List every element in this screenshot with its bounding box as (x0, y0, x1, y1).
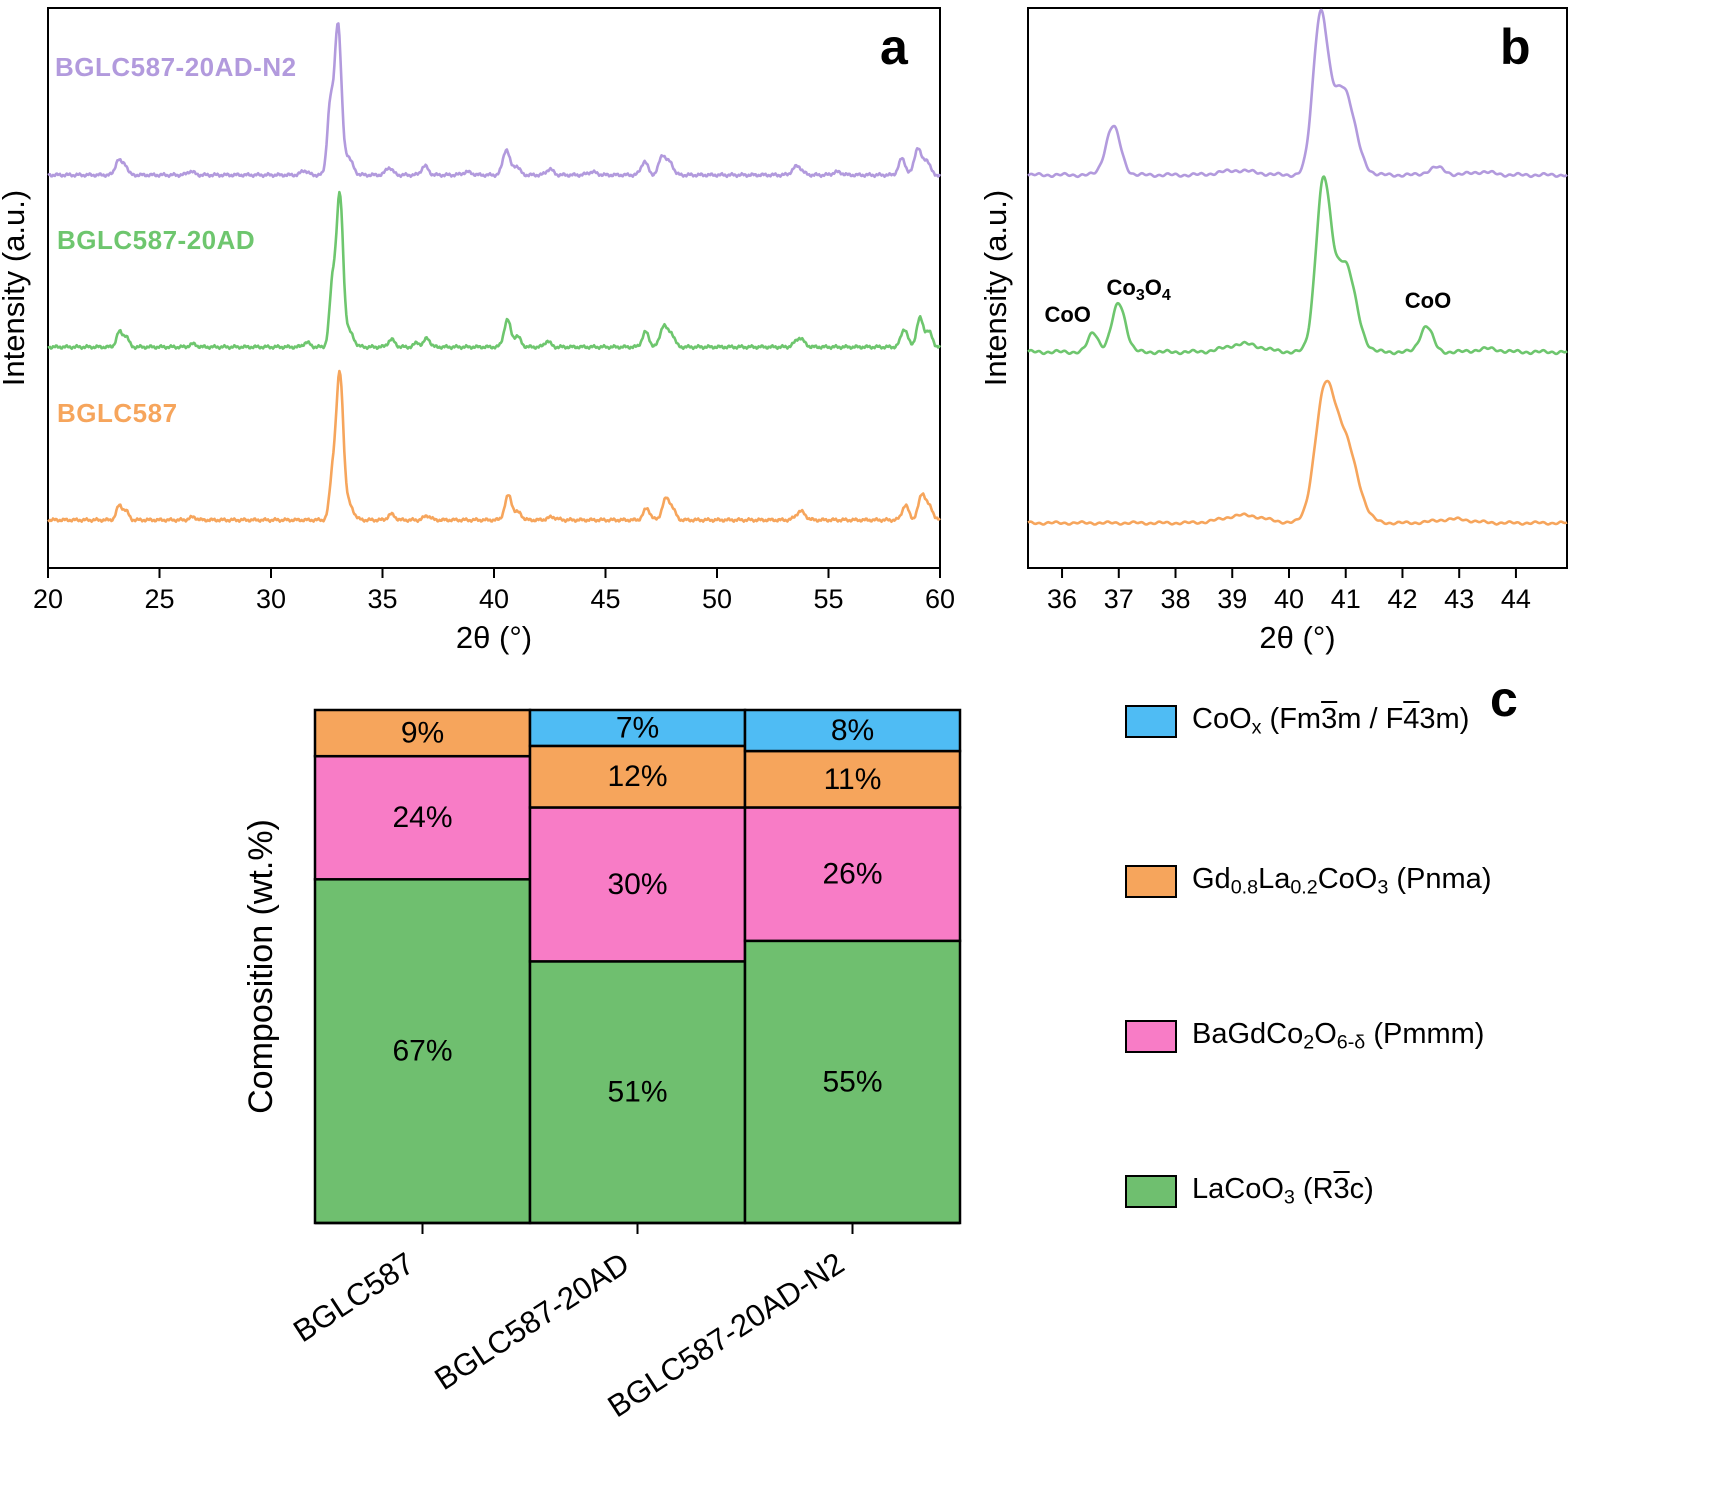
bar-segment-label: 24% (392, 801, 452, 834)
bar-segment (313, 754, 532, 881)
bar-segment-label: 11% (824, 763, 882, 796)
x-tick-label: 38 (1160, 584, 1190, 614)
legend-entry-lacoo3: LaCoO3 (R3c) (1125, 1173, 1374, 1210)
panel-letter-c: c (1490, 671, 1518, 727)
x-tick-label: 39 (1217, 584, 1247, 614)
bar-segment-label: 9% (401, 717, 444, 750)
trace-bglc587-20ad (47, 190, 942, 351)
trace-label-bglc587-20ad: BGLC587-20AD (57, 225, 256, 255)
bar-segment (528, 708, 747, 748)
peak-annotation: CoO (1405, 288, 1451, 313)
x-tick-label: 37 (1104, 584, 1134, 614)
bar-segment-label: 26% (822, 858, 882, 891)
x-tick-label: 30 (256, 584, 286, 614)
bar-segment-label: 7% (616, 711, 659, 744)
legend-entry-gdlacoo3: Gd0.8La0.2CoO3 (Pnma) (1125, 863, 1491, 900)
x-tick-label: 50 (702, 584, 732, 614)
trace-bglc587 (1027, 379, 1568, 526)
x-tick-label: 60 (925, 584, 955, 614)
x-axis-label: 2θ (°) (1259, 620, 1335, 655)
x-tick-label: 40 (1274, 584, 1304, 614)
bar-segment-label: 8% (831, 714, 874, 747)
bar-segment-label: 67% (392, 1035, 452, 1068)
x-axis-label: 2θ (°) (456, 620, 532, 655)
x-tick-label: 25 (144, 584, 174, 614)
c-y-axis-label: Composition (wt.%) (242, 819, 280, 1114)
panel-c-plot: 67% 24% 9% BGLC587 51% 30% 12% 7% BGLC587-20AD 55… (242, 708, 962, 1425)
legend-label-gdlacoo3: Gd0.8La0.2CoO3 (Pnma) (1192, 863, 1492, 899)
trace-bglc587-20ad-n2 (1027, 8, 1568, 179)
bar-category-label: BGLC587 (287, 1246, 420, 1350)
legend-entry-coox: CoOx (Fm3m / F43m) (1125, 703, 1469, 740)
bar-segment (743, 806, 962, 943)
bar-segment (528, 806, 747, 963)
panel-letter-a: a (880, 19, 908, 75)
x-tick-label: 36 (1047, 584, 1077, 614)
panel-b-plot: 36 37 38 39 40 41 42 43 44 2θ (°) Intensity (a.u.)… (978, 7, 1568, 655)
bar-segment-label: 30% (607, 868, 667, 901)
bar-segment-label: 55% (822, 1065, 882, 1098)
x-tick-label: 45 (590, 584, 620, 614)
x-tick-label: 35 (367, 584, 397, 614)
legend-swatch-lacoo3 (1125, 1174, 1177, 1208)
x-tick-label: 20 (33, 584, 63, 614)
x-tick-label: 42 (1387, 584, 1417, 614)
x-tick-label: 40 (479, 584, 509, 614)
panel-a-plot: 20 25 30 35 40 45 50 55 60 2θ (°) Intensity (a.u.) (0, 7, 955, 655)
bar-category-label: BGLC587-20AD (428, 1246, 635, 1397)
plot-frame (1027, 7, 1568, 569)
bar-segment (313, 708, 532, 758)
x-tick-label: 41 (1331, 584, 1361, 614)
legend-swatch-gdlacoo3 (1125, 864, 1177, 898)
trace-bglc587 (47, 369, 941, 523)
x-tick-label: 44 (1501, 584, 1531, 614)
plot-frame (47, 7, 941, 569)
bar-segment (743, 708, 962, 753)
bar-segment-label: 51% (607, 1076, 667, 1109)
trace-label-bglc587-20ad-n2: BGLC587-20AD-N2 (55, 52, 297, 82)
x-tick-label: 43 (1444, 584, 1474, 614)
trace-bglc587-20ad (1027, 175, 1568, 356)
panel-letter-b: b (1500, 19, 1531, 75)
peak-annotation: CoO (1044, 302, 1090, 327)
y-axis-label: Intensity (a.u.) (0, 190, 31, 386)
peak-annotation: Co3O4 (1107, 275, 1171, 304)
y-axis-label: Intensity (a.u.) (978, 190, 1013, 386)
legend-label-bagdco2o6: BaGdCo2O6-δ (Pmmm) (1192, 1018, 1485, 1054)
legend-label-coox: CoOx (Fm3m / F43m) (1192, 703, 1470, 739)
trace-bglc587-20ad-n2 (47, 22, 942, 179)
legend-swatch-coox (1125, 704, 1177, 738)
bar-segment (743, 939, 962, 1225)
legend-label-lacoo3: LaCoO3 (R3c) (1192, 1173, 1374, 1209)
x-tick-label: 55 (813, 584, 843, 614)
bar-segment-label: 12% (607, 760, 667, 793)
legend-entry-bagdco2o6: BaGdCo2O6-δ (Pmmm) (1125, 1018, 1484, 1055)
legend-swatch-bagdco2o6 (1125, 1019, 1177, 1053)
bar-segment (528, 960, 747, 1225)
trace-label-bglc587: BGLC587 (57, 398, 178, 428)
bar-category-label: BGLC587-20AD-N2 (601, 1246, 850, 1425)
